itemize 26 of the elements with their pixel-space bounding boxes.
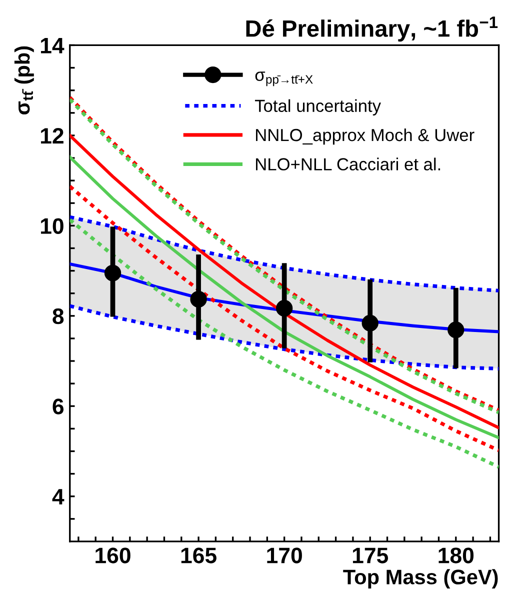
line-series	[70, 218, 499, 469]
y-tick-label: 8	[52, 308, 64, 324]
x-tick-label: 165	[181, 548, 216, 564]
y-tick-label: 6	[52, 398, 64, 414]
legend-label: Total uncertainty	[254, 99, 381, 116]
x-tick-label: 180	[438, 548, 474, 564]
x-axis-title: Top Mass (GeV)	[343, 569, 498, 589]
y-tick-label: 12	[41, 128, 64, 144]
point	[276, 300, 293, 317]
y-tick-label: 14	[41, 38, 64, 54]
line-series	[70, 304, 499, 370]
point	[190, 290, 207, 308]
x-tick-label: 170	[267, 548, 302, 564]
chart-title: Dé Preliminary, ~1 fb$^{−1}$	[246, 16, 498, 42]
y-tick-label: 4	[52, 489, 64, 504]
y-axis-title: σ$_{tt̄}$ (pb)	[14, 46, 34, 114]
point	[362, 314, 378, 332]
legend-label: NNLO_approx Moch & Uwer	[256, 128, 474, 145]
legend-label: σ$_{pp̄→tt̄+X}$	[255, 72, 313, 86]
x-tick-label: 160	[96, 548, 130, 564]
point	[104, 264, 122, 282]
x-tick-label: 175	[352, 548, 388, 564]
point	[448, 322, 464, 338]
legend-label: NLO+NLL Cacciari et al.	[256, 158, 440, 170]
line-series	[70, 215, 499, 292]
y-tick-label: 10	[41, 218, 64, 234]
